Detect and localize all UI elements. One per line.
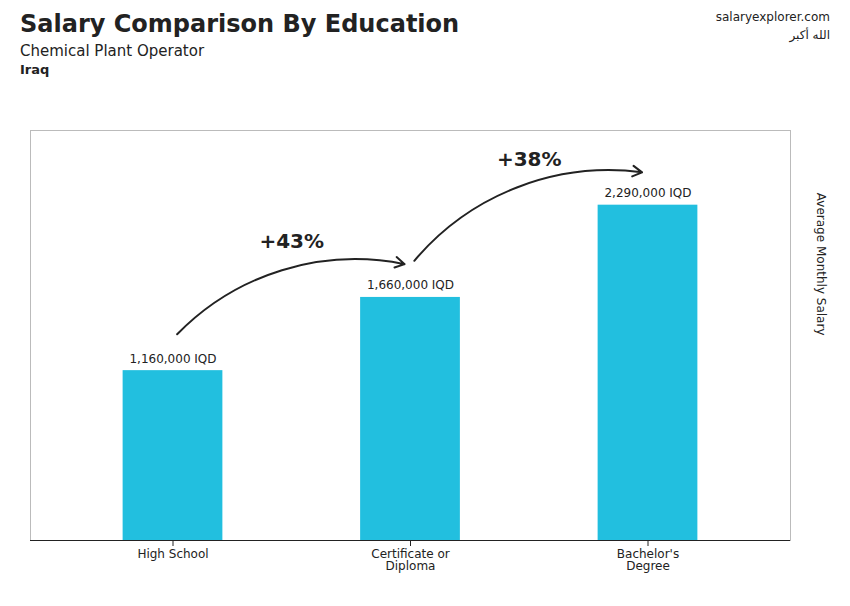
- svg-text:+43%: +43%: [259, 229, 324, 253]
- html-text:الله أكبر: الله أكبر: [789, 28, 830, 42]
- svg-text:1,660,000 IQD: 1,660,000 IQD: [367, 278, 454, 292]
- html-text:Chemical Plant Operator: Chemical Plant Operator: [20, 42, 205, 60]
- svg-text:2,290,000 IQD: 2,290,000 IQD: [604, 186, 691, 200]
- html-text:Iraq: Iraq: [20, 62, 50, 77]
- svg-text:Certificate orDiploma: Certificate orDiploma: [371, 547, 449, 573]
- svg-text:High School: High School: [137, 547, 208, 561]
- svg-text:Average Monthly Salary: Average Monthly Salary: [814, 193, 828, 336]
- svg-text:+38%: +38%: [497, 147, 562, 171]
- html-text:Salary Comparison By Education: Salary Comparison By Education: [20, 10, 460, 38]
- svg-text:1,160,000 IQD: 1,160,000 IQD: [129, 352, 216, 366]
- svg-text:Bachelor'sDegree: Bachelor'sDegree: [617, 547, 679, 573]
- html-text:salaryexplorer.com: salaryexplorer.com: [715, 10, 830, 24]
